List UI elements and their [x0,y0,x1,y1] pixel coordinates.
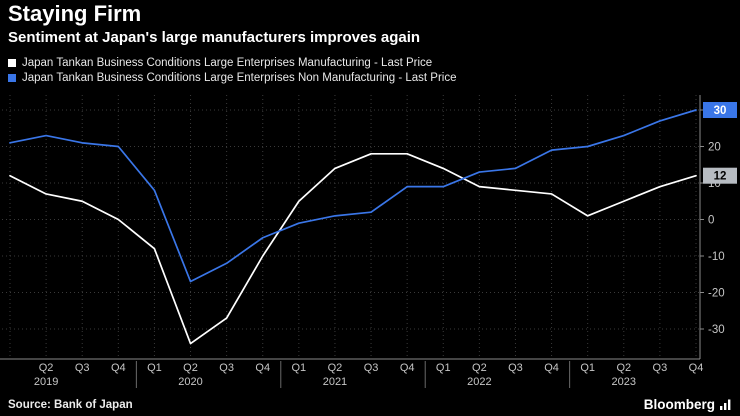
bloomberg-wordmark: Bloomberg [643,397,715,412]
svg-text:Q4: Q4 [544,362,559,374]
svg-text:2023: 2023 [612,376,636,388]
svg-text:2019: 2019 [34,376,58,388]
svg-text:Q1: Q1 [436,362,451,374]
legend-label: Japan Tankan Business Conditions Large E… [22,71,457,84]
svg-text:Q4: Q4 [255,362,270,374]
svg-text:Q2: Q2 [39,362,54,374]
svg-text:Q2: Q2 [183,362,198,374]
svg-text:Q3: Q3 [219,362,234,374]
svg-text:-30: -30 [708,324,725,336]
svg-text:2021: 2021 [323,376,347,388]
svg-text:Q1: Q1 [291,362,306,374]
svg-text:2020: 2020 [178,376,202,388]
page-title: Staying Firm [8,1,142,26]
svg-text:Q1: Q1 [147,362,162,374]
svg-text:Q4: Q4 [400,362,415,374]
page-subtitle: Sentiment at Japan's large manufacturers… [8,29,421,46]
svg-text:Q4: Q4 [111,362,126,374]
legend-item-manufacturing: Japan Tankan Business Conditions Large E… [8,55,456,70]
svg-text:2022: 2022 [467,376,491,388]
svg-text:12: 12 [714,171,727,183]
svg-text:Q3: Q3 [508,362,523,374]
source-note: Source: Bank of Japan [8,399,133,411]
manufacturing-swatch-icon [8,58,16,67]
svg-text:Q2: Q2 [472,362,487,374]
svg-text:Q4: Q4 [689,362,704,374]
svg-text:Q3: Q3 [364,362,379,374]
svg-text:30: 30 [714,105,727,117]
svg-text:0: 0 [708,215,714,227]
svg-text:Q3: Q3 [653,362,668,374]
bloomberg-logo: Bloomberg [644,397,732,412]
svg-text:-20: -20 [708,288,725,300]
svg-text:Q2: Q2 [328,362,343,374]
svg-text:-10: -10 [708,251,725,263]
svg-text:Q3: Q3 [75,362,90,374]
non-manufacturing-swatch-icon [8,73,16,82]
legend-item-non-manufacturing: Japan Tankan Business Conditions Large E… [8,70,456,85]
svg-text:Q1: Q1 [580,362,595,374]
svg-text:20: 20 [708,142,721,154]
legend-label: Japan Tankan Business Conditions Large E… [22,56,433,69]
bloomberg-bars-icon [720,399,731,410]
legend: Japan Tankan Business Conditions Large E… [8,55,456,85]
svg-text:Q2: Q2 [616,362,631,374]
